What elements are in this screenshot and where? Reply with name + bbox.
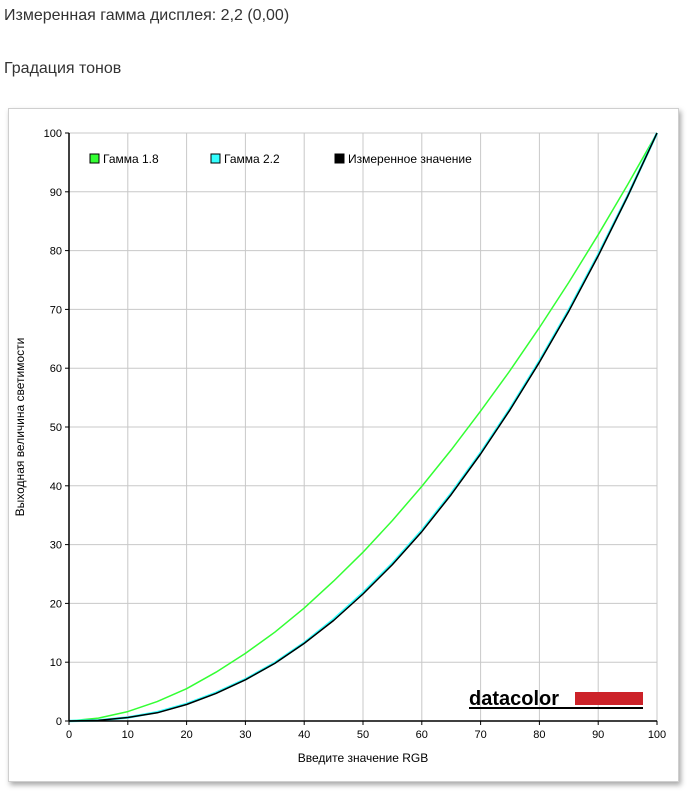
- section-title: Градация тонов: [4, 60, 122, 77]
- legend-swatch-2: [210, 153, 221, 164]
- x-tick-label: 50: [357, 729, 369, 741]
- series-layer: [68, 132, 659, 723]
- tone-curve-chart: 0 10 20 30 40 50 60 70 80 90 100 0 10 20 30 40 50 60 70 80 9…: [13, 128, 667, 765]
- datacolor-logo-bar: [575, 692, 643, 705]
- y-tick-label: 70: [50, 304, 62, 316]
- y-tick-label: 80: [50, 246, 62, 258]
- legend-swatch-3: [334, 153, 345, 164]
- y-tick-label: 10: [50, 657, 62, 669]
- y-tick-label: 40: [50, 481, 62, 493]
- y-tick-label: 100: [44, 128, 62, 140]
- tick-labels: 0 10 20 30 40 50 60 70 80 90 100 0 10 20 30 40 50 60 70 80 9…: [44, 128, 667, 741]
- x-tick-label: 10: [122, 729, 134, 741]
- series-line-1: [68, 132, 658, 722]
- x-tick-label: 60: [416, 729, 428, 741]
- y-tick-label: 20: [50, 598, 62, 610]
- y-tick-label: 0: [56, 716, 62, 728]
- x-tick-label: 0: [66, 729, 72, 741]
- legend: Гамма 1.8 Гамма 2.2 Измеренное значение: [89, 152, 472, 166]
- y-tick-label: 60: [50, 363, 62, 375]
- datacolor-logo: datacolor: [469, 688, 643, 710]
- x-tick-label: 40: [298, 729, 310, 741]
- x-axis-title: Введите значение RGB: [298, 751, 429, 765]
- datacolor-logo-underline: [469, 707, 643, 709]
- x-tick-label: 80: [533, 729, 545, 741]
- x-tick-label: 20: [180, 729, 192, 741]
- x-tick-label: 70: [474, 729, 486, 741]
- measured-gamma-text: Измеренная гамма дисплея: 2,2 (0,00): [4, 7, 290, 24]
- x-tick-label: 100: [648, 729, 666, 741]
- grid-lines: [68, 132, 658, 722]
- x-tick-label: 90: [592, 729, 604, 741]
- y-tick-label: 50: [50, 422, 62, 434]
- series-line-3: [68, 132, 658, 722]
- y-tick-label: 30: [50, 540, 62, 552]
- tone-curve-chart-panel: 0 10 20 30 40 50 60 70 80 90 100 0 10 20 30 40 50 60 70 80 9…: [8, 108, 679, 782]
- legend-label-2: Гамма 2.2: [224, 152, 280, 166]
- x-tick-label: 30: [239, 729, 251, 741]
- y-tick-label: 90: [50, 187, 62, 199]
- y-axis-title: Выходная величина светимости: [13, 338, 27, 517]
- legend-label-1: Гамма 1.8: [103, 152, 159, 166]
- datacolor-logo-text: datacolor: [469, 688, 559, 710]
- legend-swatch-1: [89, 153, 100, 164]
- legend-label-3: Измеренное значение: [348, 152, 472, 166]
